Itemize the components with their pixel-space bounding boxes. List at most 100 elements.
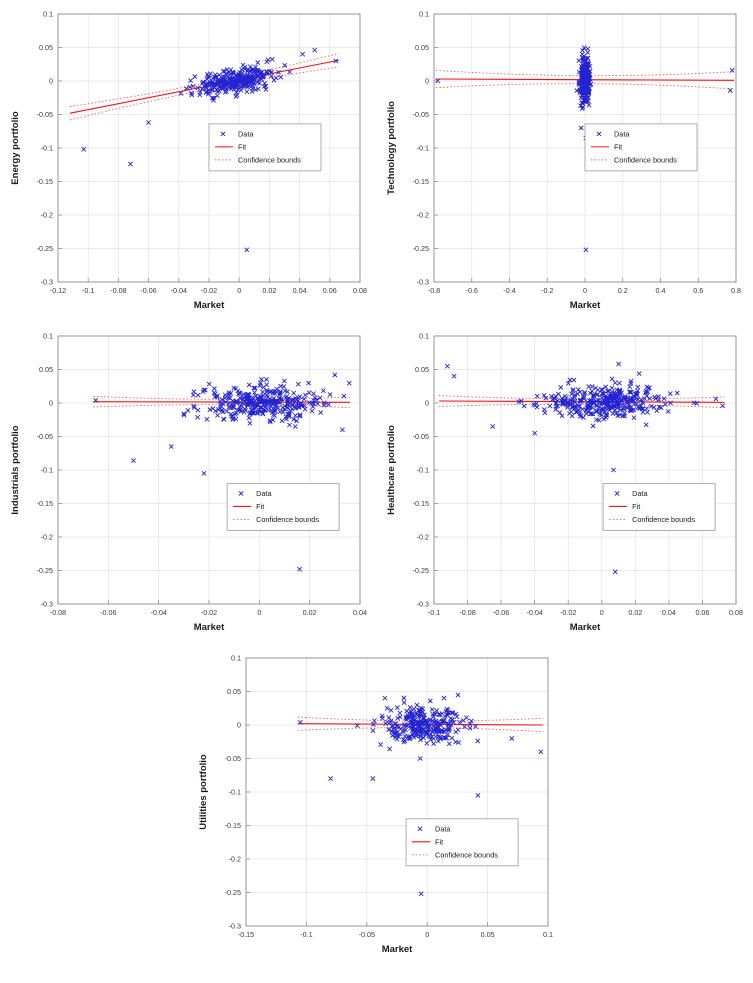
- legend-item-label: Fit: [435, 837, 443, 846]
- svg-text:-0.2: -0.2: [417, 532, 429, 541]
- svg-text:-0.06: -0.06: [140, 286, 156, 295]
- svg-text:-0.1: -0.1: [41, 143, 53, 152]
- svg-text:0.1: 0.1: [43, 331, 53, 340]
- data-layer: [69, 47, 340, 253]
- svg-text:-0.05: -0.05: [37, 110, 53, 119]
- svg-text:0.1: 0.1: [419, 331, 429, 340]
- svg-text:-0.1: -0.1: [41, 465, 53, 474]
- svg-text:0: 0: [237, 720, 241, 729]
- svg-text:-0.06: -0.06: [100, 608, 116, 617]
- legend-data-marker-icon: [614, 490, 620, 496]
- svg-text:-0.02: -0.02: [560, 608, 576, 617]
- legend-item-label: Data: [238, 129, 254, 138]
- chart-industrials-portfolio: -0.08 -0.06 -0.04 -0.02 0 0.02 0.04 -0.3 -0.25 -0…: [4, 326, 372, 644]
- svg-text:-0.4: -0.4: [503, 286, 515, 295]
- x-axis-label: Market: [194, 300, 225, 311]
- legend-item-label: Data: [435, 824, 451, 833]
- svg-text:0.8: 0.8: [731, 286, 741, 295]
- svg-text:0.08: 0.08: [353, 286, 367, 295]
- svg-text:-0.05: -0.05: [359, 930, 375, 939]
- data-layer: [297, 692, 544, 897]
- svg-text:-0.1: -0.1: [82, 286, 94, 295]
- tick-marks: [57, 13, 361, 283]
- svg-text:-0.12: -0.12: [50, 286, 66, 295]
- legend-item-label: Fit: [632, 502, 640, 511]
- x-axis-label: Market: [382, 944, 413, 955]
- svg-text:0: 0: [600, 608, 604, 617]
- tick-marks: [433, 13, 737, 283]
- svg-text:0: 0: [49, 76, 53, 85]
- svg-text:-0.3: -0.3: [41, 277, 53, 286]
- svg-text:0.04: 0.04: [662, 608, 676, 617]
- svg-text:-0.25: -0.25: [413, 244, 429, 253]
- legend-data-marker-icon: [596, 131, 602, 137]
- svg-text:0.05: 0.05: [39, 365, 53, 374]
- svg-text:0.06: 0.06: [695, 608, 709, 617]
- svg-text:-0.2: -0.2: [41, 532, 53, 541]
- chart-healthcare-portfolio: -0.1 -0.08 -0.06 -0.04 -0.02 0 0.02 0.04 0.06 0.0…: [380, 326, 748, 644]
- svg-text:-0.15: -0.15: [225, 821, 241, 830]
- legend: Data Fit Confidence bounds: [208, 123, 322, 172]
- scatter-plot-svg: -0.1 -0.08 -0.06 -0.04 -0.02 0 0.02 0.04 0.06 0.0…: [386, 331, 743, 633]
- legend: Data Fit Confidence bounds: [405, 818, 519, 867]
- svg-text:-0.25: -0.25: [413, 566, 429, 575]
- confidence-upper: [438, 395, 725, 400]
- svg-text:-0.15: -0.15: [413, 177, 429, 186]
- confidence-lower: [69, 66, 339, 121]
- svg-text:-0.2: -0.2: [417, 210, 429, 219]
- svg-text:0.02: 0.02: [303, 608, 317, 617]
- svg-text:-0.02: -0.02: [201, 608, 217, 617]
- scatter-plot-svg: -0.08 -0.06 -0.04 -0.02 0 0.02 0.04-0.3-0.25-0…: [10, 331, 367, 633]
- svg-text:0.04: 0.04: [353, 608, 367, 617]
- scatter-plot-svg: -0.8 -0.6 -0.4 -0.2 0 0.2 0.4 0.6 0.8-0.3-0.25-0…: [386, 9, 741, 311]
- scatter-plot-svg: -0.12 -0.1 -0.08 -0.06 -0.04 -0.02 0 0.02 0.04 0.…: [10, 9, 367, 311]
- svg-text:-0.6: -0.6: [466, 286, 478, 295]
- svg-text:-0.06: -0.06: [493, 608, 509, 617]
- confidence-lower: [435, 83, 735, 90]
- svg-text:0: 0: [257, 608, 261, 617]
- x-axis-label: Market: [570, 622, 601, 633]
- svg-text:-0.3: -0.3: [229, 921, 241, 930]
- chart-utilities-portfolio: -0.15 -0.1 -0.05 0 0.05 0.1 -0.3 -0.25 -0.2 -0.15…: [192, 648, 560, 966]
- svg-text:-0.15: -0.15: [413, 499, 429, 508]
- svg-text:-0.25: -0.25: [37, 566, 53, 575]
- svg-text:-0.25: -0.25: [225, 888, 241, 897]
- legend-data-marker-icon: [220, 131, 226, 137]
- legend-item-label: Confidence bounds: [435, 850, 498, 859]
- y-tick-labels: -0.3 -0.25 -0.2 -0.15 -0.1 -0.05 0 0.05 0.1: [37, 9, 53, 286]
- svg-text:-0.8: -0.8: [428, 286, 440, 295]
- svg-text:0: 0: [425, 398, 429, 407]
- scatter-points: [81, 47, 339, 253]
- svg-text:0.2: 0.2: [618, 286, 628, 295]
- svg-text:-0.04: -0.04: [171, 286, 187, 295]
- x-tick-labels: -0.1 -0.08 -0.06 -0.04 -0.02 0 0.02 0.04 0.06 0.0…: [428, 608, 743, 617]
- scatter-plot-svg: -0.15 -0.1 -0.05 0 0.05 0.1 -0.3 -0.25 -0.2 -0.15…: [198, 653, 553, 955]
- svg-text:-0.1: -0.1: [417, 143, 429, 152]
- legend-item-label: Confidence bounds: [238, 155, 301, 164]
- x-axis-label: Market: [194, 622, 225, 633]
- svg-text:0.05: 0.05: [415, 43, 429, 52]
- x-axis-label: Market: [570, 300, 601, 311]
- svg-text:-0.2: -0.2: [541, 286, 553, 295]
- chart-energy-portfolio: -0.12 -0.1 -0.08 -0.06 -0.04 -0.02 0 0.02 0.04 0.…: [4, 4, 372, 322]
- y-tick-labels: -0.3 -0.25 -0.2 -0.15 -0.1 -0.05 0 0.05 0.1: [413, 9, 429, 286]
- legend-data-marker-icon: [238, 490, 244, 496]
- svg-text:0.02: 0.02: [262, 286, 276, 295]
- x-tick-labels: -0.08 -0.06 -0.04 -0.02 0 0.02 0.04: [50, 608, 367, 617]
- legend-item-label: Confidence bounds: [614, 155, 677, 164]
- svg-text:-0.3: -0.3: [417, 277, 429, 286]
- svg-text:-0.05: -0.05: [37, 432, 53, 441]
- data-layer: [93, 372, 352, 572]
- svg-text:-0.15: -0.15: [37, 499, 53, 508]
- svg-text:-0.1: -0.1: [417, 465, 429, 474]
- confidence-lower: [438, 403, 725, 409]
- svg-text:0.1: 0.1: [231, 653, 241, 662]
- y-tick-labels: -0.3 -0.25 -0.2 -0.15 -0.1 -0.05 0 0.05 0.1: [225, 653, 241, 930]
- svg-text:-0.04: -0.04: [526, 608, 542, 617]
- svg-text:-0.1: -0.1: [428, 608, 440, 617]
- legend: Data Fit Confidence bounds: [602, 482, 716, 531]
- svg-text:-0.15: -0.15: [37, 177, 53, 186]
- legend-item-label: Confidence bounds: [632, 515, 695, 524]
